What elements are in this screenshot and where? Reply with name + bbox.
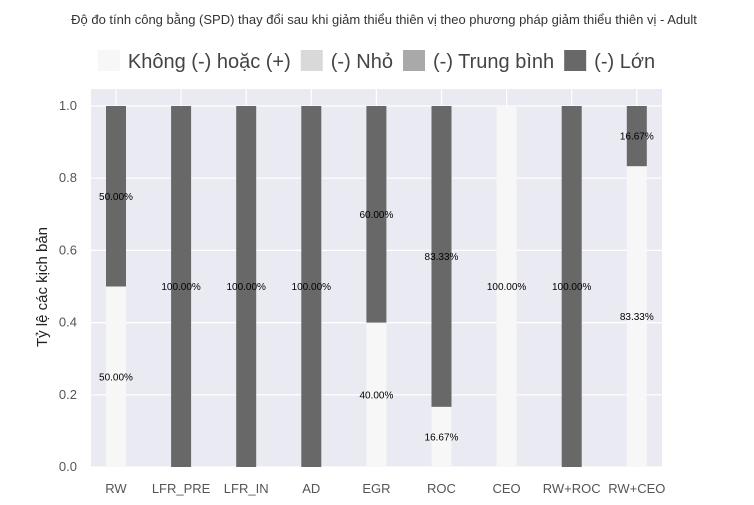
bar-segment <box>431 106 452 407</box>
bars <box>106 106 647 467</box>
bar-segment <box>626 166 647 467</box>
x-tick-label: AD <box>302 481 320 496</box>
legend-swatch <box>97 50 120 71</box>
data-label: 100.00% <box>487 282 527 293</box>
data-label: 50.00% <box>99 192 133 203</box>
x-axis-ticks: RW LFR_PRE LFR_IN AD EGR ROC CEO RW+ROC RW+CEO <box>105 481 665 496</box>
data-label: 83.33% <box>620 312 654 323</box>
legend-label: (-) Lớn <box>594 51 655 73</box>
data-label: 40.00% <box>359 390 393 401</box>
bar-segment <box>236 106 257 467</box>
bar-segment <box>366 322 387 467</box>
data-label: 50.00% <box>99 372 133 383</box>
data-label: 83.33% <box>425 252 459 263</box>
bar-segment <box>561 106 582 467</box>
y-tick-label: 0.6 <box>59 242 77 257</box>
chart-title: Độ đo tính công bằng (SPD) thay đổi sau … <box>71 12 697 27</box>
legend-swatch <box>300 50 323 71</box>
x-tick-label: LFR_PRE <box>152 481 211 496</box>
y-tick-label: 1.0 <box>59 98 77 113</box>
y-tick-label: 0.4 <box>59 315 77 330</box>
bar-segment <box>106 286 126 467</box>
y-tick-label: 0.8 <box>59 170 77 185</box>
bar-segment <box>366 106 387 323</box>
bar-segment <box>106 106 126 287</box>
legend-swatch <box>564 50 587 71</box>
data-label: 100.00% <box>552 282 592 293</box>
data-label: 100.00% <box>292 282 332 293</box>
y-tick-label: 0.2 <box>59 387 77 402</box>
bar-segment <box>431 406 452 467</box>
legend-swatch <box>403 50 426 71</box>
legend-label: Không (-) hoặc (+) <box>128 51 291 73</box>
x-tick-label: RW <box>105 481 127 496</box>
data-label: 60.00% <box>359 210 393 221</box>
y-tick-label: 0.0 <box>59 459 77 474</box>
x-tick-label: RW+CEO <box>608 481 665 496</box>
bar-segment <box>496 106 517 467</box>
bar-segment <box>171 106 192 467</box>
y-axis-ticks: 0.0 0.2 0.4 0.6 0.8 1.0 <box>59 98 77 474</box>
x-tick-label: EGR <box>362 481 390 496</box>
legend-label: (-) Nhỏ <box>331 51 393 73</box>
x-tick-label: ROC <box>427 481 456 496</box>
y-axis-label: Tỷ lệ các kịch bản <box>34 227 51 347</box>
data-label: 100.00% <box>161 282 201 293</box>
legend-label: (-) Trung bình <box>433 51 554 73</box>
bar-segment <box>626 106 647 167</box>
x-tick-label: CEO <box>493 481 521 496</box>
data-labels: 50.00% 50.00% 100.00% 100.00% 100.00% 40.00% 6… <box>99 132 654 444</box>
x-tick-label: RW+ROC <box>543 481 601 496</box>
data-label: 16.67% <box>620 132 654 143</box>
data-label: 16.67% <box>425 432 459 443</box>
legend: Không (-) hoặc (+) (-) Nhỏ (-) Trung bình (… <box>97 50 655 73</box>
x-tick-label: LFR_IN <box>224 481 269 496</box>
data-label: 100.00% <box>226 282 266 293</box>
bar-segment <box>301 106 322 467</box>
